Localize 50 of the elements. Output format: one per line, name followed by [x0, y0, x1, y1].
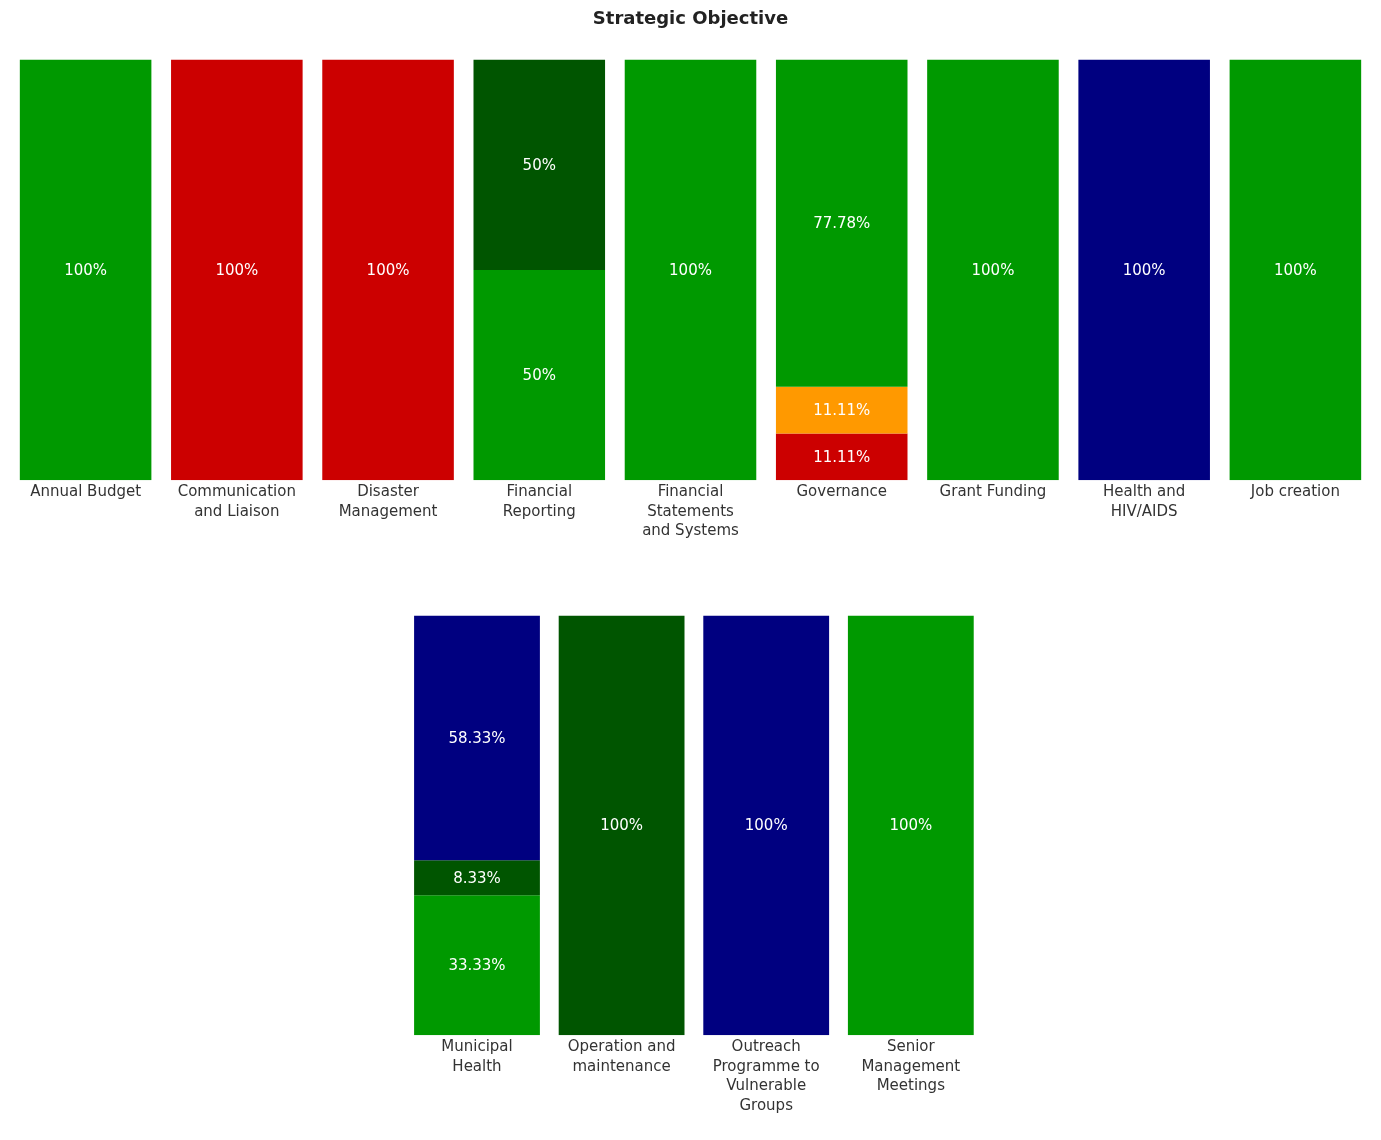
bar: [775, 433, 908, 481]
bar: [1078, 59, 1210, 481]
bar: [322, 59, 454, 481]
data-label: 100%: [64, 260, 108, 279]
bar: [775, 59, 908, 387]
data-label: 100%: [669, 260, 712, 279]
x-tick-label: Annual Budget: [30, 482, 142, 501]
bar: [558, 615, 685, 1036]
bar: [19, 59, 152, 481]
data-label: 100%: [1273, 260, 1317, 279]
data-label: 100%: [215, 260, 259, 279]
x-tick-label: Governance: [796, 482, 887, 501]
data-label: 77.78%: [813, 214, 871, 233]
x-tick-label: Financial Statements and Systems: [642, 482, 740, 540]
data-label: 11.11%: [813, 447, 871, 466]
data-label: 8.33%: [453, 868, 501, 887]
data-label: 100%: [971, 260, 1015, 279]
x-tick-label: Disaster Management: [338, 482, 438, 520]
bar: [414, 895, 540, 1036]
bar: [414, 615, 540, 861]
data-label: 100%: [366, 260, 410, 279]
x-tick-label: Operation and maintenance: [567, 1037, 676, 1075]
bar: [414, 860, 540, 896]
x-tick-label: Senior Management Meetings: [861, 1037, 961, 1095]
data-label: 100%: [889, 816, 933, 835]
x-tick-label: Grant Funding: [939, 482, 1047, 501]
bar: [927, 59, 1059, 481]
data-label: 58.33%: [448, 728, 506, 747]
bar: [703, 615, 830, 1036]
x-tick-label: Health and HIV/AIDS: [1103, 482, 1186, 520]
x-tick-label: Outreach Programme to Vulnerable Groups: [712, 1037, 820, 1114]
bar: [775, 386, 908, 434]
bar: [1229, 59, 1362, 481]
bar: [624, 59, 757, 481]
data-label: 50%: [522, 155, 556, 174]
x-tick-label: Job creation: [1249, 482, 1340, 501]
x-tick-label: Communication and Liaison: [177, 482, 296, 520]
data-label: 33.33%: [448, 956, 506, 975]
bar: [171, 59, 303, 481]
bar: [473, 59, 606, 270]
chart-title: Strategic Objective: [592, 7, 789, 28]
data-label: 100%: [1122, 260, 1166, 279]
data-label: 11.11%: [813, 401, 871, 420]
bar: [473, 269, 606, 481]
data-label: 100%: [744, 816, 788, 835]
data-label: 50%: [522, 366, 556, 385]
x-tick-label: Municipal Health: [441, 1037, 513, 1075]
bar: [847, 615, 974, 1036]
data-label: 100%: [600, 816, 644, 835]
x-tick-label: Financial Reporting: [502, 482, 576, 520]
